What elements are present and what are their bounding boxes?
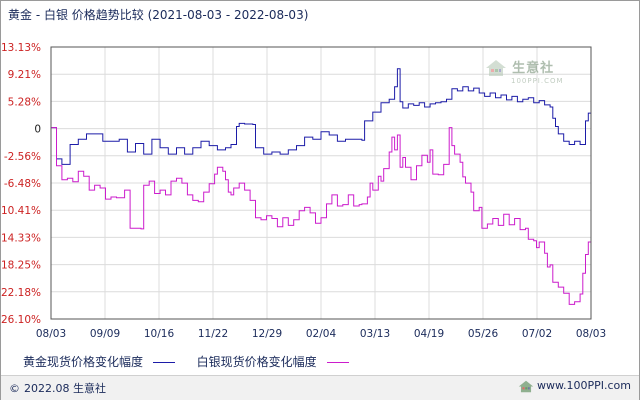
footer: © 2022.08 生意社 www.100PPI.com (1, 375, 639, 400)
house-logo-icon (486, 59, 506, 76)
legend-label-silver: 白银现货价格变化幅度 (196, 355, 317, 369)
y-tick-label: 0 (34, 124, 41, 136)
watermark: 生意社 100PPI.COM (485, 57, 564, 85)
copyright: © 2022.08 生意社 (9, 380, 106, 396)
legend-label-gold: 黄金现货价格变化幅度 (23, 355, 144, 369)
x-tick-label: 10/16 (144, 328, 175, 340)
x-tick-label: 09/09 (90, 328, 120, 340)
x-tick-label: 07/02 (522, 328, 552, 340)
x-tick-label: 05/26 (468, 328, 499, 340)
y-tick-label: 5.28% (8, 96, 41, 108)
y-tick-label: 13.13% (1, 42, 41, 54)
y-axis-ticks: 13.13% 9.21% 5.28% 0 -2.56% -6.48% -10.41% -14.… (1, 42, 41, 326)
watermark-url: 100PPI.COM (511, 76, 564, 85)
x-tick-label: 08/03 (36, 328, 66, 340)
watermark-brand: 生意社 (512, 61, 555, 76)
y-tick-label: -22.18% (1, 287, 41, 299)
y-tick-label: 9.21% (8, 69, 41, 81)
legend-item-gold: 黄金现货价格变化幅度 (23, 353, 175, 370)
x-axis-ticks: 08/03 09/09 10/16 11/22 12/29 02/04 03/13 04/19… (36, 328, 606, 340)
x-tick-label: 12/29 (252, 328, 282, 340)
y-tick-label: -6.48% (4, 178, 41, 190)
copyright-icon: © (9, 382, 20, 395)
series (51, 68, 592, 305)
x-tick-label: 03/13 (360, 328, 390, 340)
y-tick-label: -18.25% (1, 260, 41, 272)
y-tick-label: -14.33% (1, 232, 41, 244)
x-tick-label: 04/19 (414, 328, 444, 340)
y-tick-label: -10.41% (1, 205, 41, 217)
series-line-silver (51, 127, 592, 305)
x-tick-label: 11/22 (198, 328, 228, 340)
y-tick-label: -26.10% (1, 314, 41, 326)
footer-site-url: www.100PPI.com (537, 379, 631, 392)
legend-swatch-gold (152, 362, 175, 363)
y-tick-label: -2.56% (4, 151, 41, 163)
chart-title: 黄金 - 白银 价格趋势比较 (2021-08-03 - 2022-08-03) (8, 8, 309, 22)
footer-site[interactable]: www.100PPI.com (518, 379, 631, 393)
legend-item-silver: 白银现货价格变化幅度 (197, 353, 349, 370)
house-logo-icon (518, 380, 534, 392)
series-line-gold (51, 68, 592, 165)
x-tick-label: 08/03 (576, 328, 606, 340)
grid (51, 47, 591, 319)
legend-swatch-silver (326, 362, 349, 363)
plot-border (50, 46, 592, 320)
legend: 黄金现货价格变化幅度 白银现货价格变化幅度 (23, 353, 367, 370)
x-tick-label: 02/04 (306, 328, 337, 340)
copyright-text: 2022.08 生意社 (24, 382, 106, 395)
line-chart: 13.13% 9.21% 5.28% 0 -2.56% -6.48% -10.41% -14.… (1, 42, 606, 340)
